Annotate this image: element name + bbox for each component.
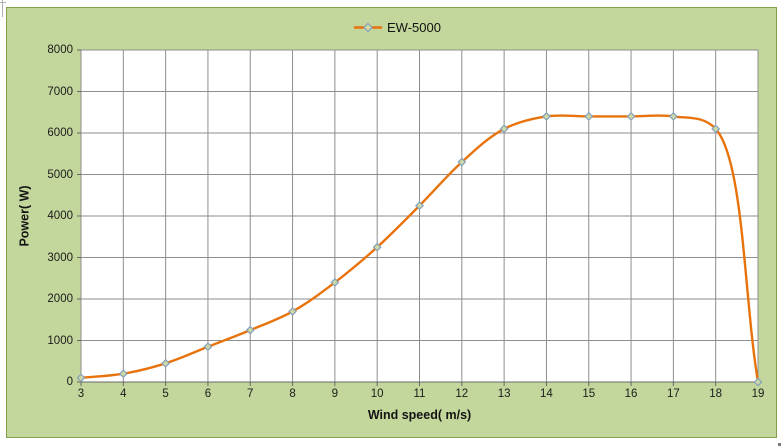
x-tick-label: 14 <box>540 388 553 400</box>
plot-area[interactable] <box>76 49 763 387</box>
x-axis-labels[interactable]: 3 4 5 6 7 8 9 10 11 12 13 14 15 16 17 18 19 <box>78 387 765 402</box>
x-tick-label: 19 <box>751 388 765 400</box>
y-tick-label: 7000 <box>47 85 73 98</box>
cell-gridline <box>778 443 781 446</box>
chart-area[interactable]: EW-5000 Power( W) 0 1000 2000 3000 4000 5000 6… <box>6 7 777 438</box>
x-tick-label: 4 <box>120 388 127 400</box>
cell-gridline <box>2 0 3 17</box>
y-axis-labels[interactable]: 0 1000 2000 3000 4000 5000 6000 7000 8000 <box>7 44 73 388</box>
x-tick-label: 11 <box>413 388 426 400</box>
y-tick-label: 8000 <box>47 44 73 56</box>
legend[interactable]: EW-5000 <box>13 18 782 36</box>
x-tick-label: 16 <box>624 388 638 400</box>
x-tick-label: 12 <box>455 388 469 400</box>
x-tick-label: 8 <box>289 388 296 400</box>
y-tick-label: 1000 <box>47 334 73 347</box>
x-tick-label: 18 <box>709 388 723 400</box>
cell-gridline <box>0 2 6 3</box>
x-tick-label: 10 <box>370 388 384 400</box>
x-axis-title[interactable]: Wind speed( m/s) <box>367 408 472 422</box>
x-tick-label: 7 <box>247 388 254 400</box>
series-marker-icon <box>354 22 383 32</box>
y-tick-label: 2000 <box>47 293 73 305</box>
x-tick-label: 6 <box>204 388 212 400</box>
y-tick-label: 3000 <box>47 251 73 264</box>
y-tick-label: 6000 <box>47 127 73 139</box>
x-tick-label: 13 <box>497 388 511 400</box>
x-tick-label: 17 <box>666 388 680 400</box>
x-tick-label: 15 <box>582 388 596 400</box>
x-tick-label: 3 <box>77 388 85 400</box>
x-tick-label: 9 <box>331 388 339 400</box>
y-tick-label: 0 <box>66 376 73 388</box>
y-tick-label: 4000 <box>47 210 73 222</box>
legend-label: EW-5000 <box>387 19 441 35</box>
y-tick-label: 5000 <box>47 168 73 181</box>
x-tick-label: 5 <box>162 388 169 400</box>
